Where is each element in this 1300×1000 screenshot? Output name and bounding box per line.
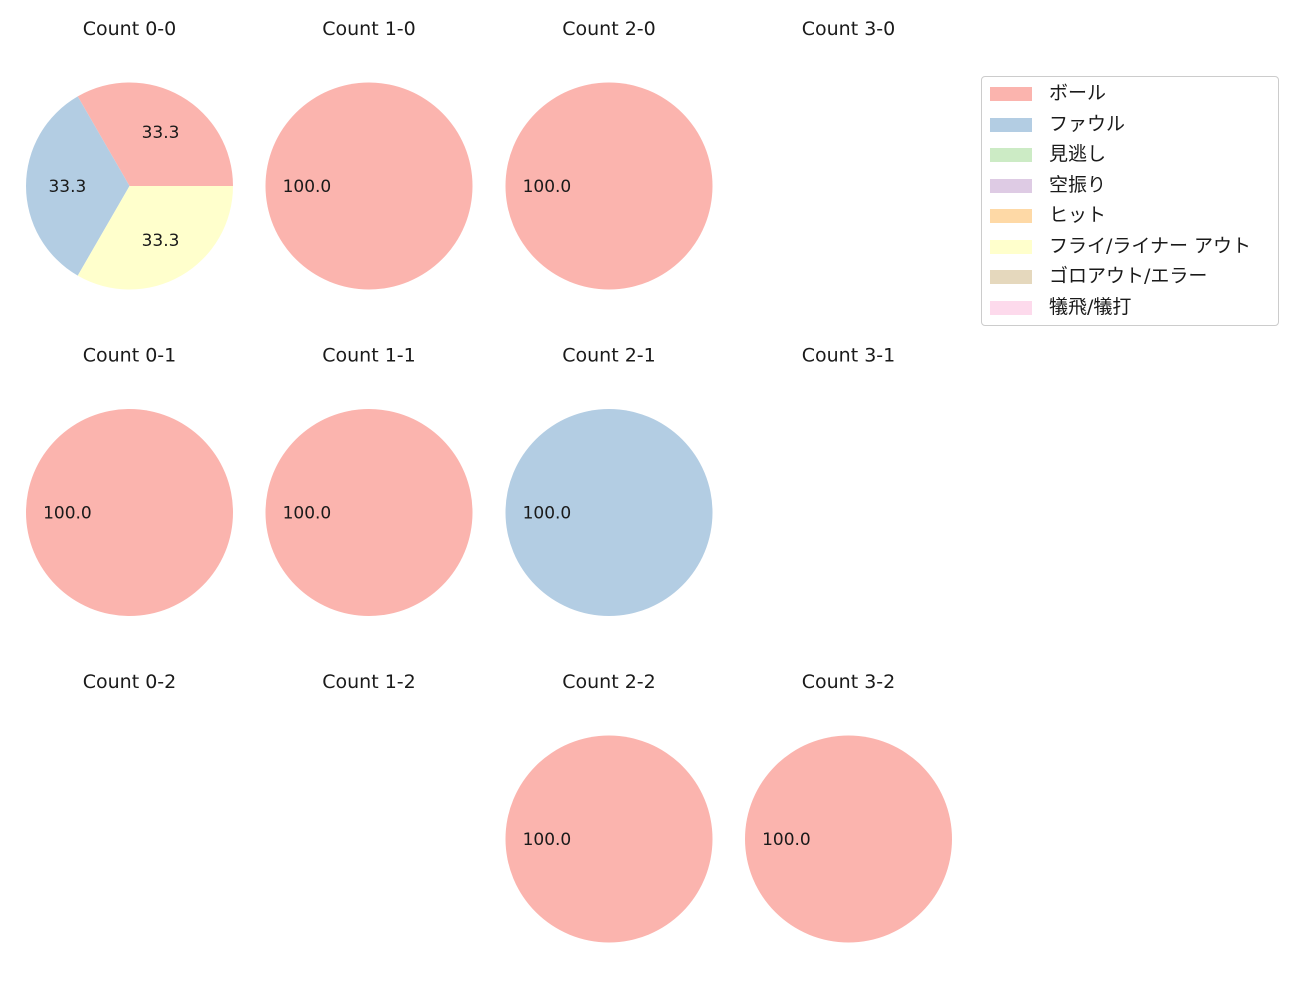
legend-label: 見逃し (1049, 143, 1107, 165)
slice-label: 100.0 (283, 177, 332, 197)
chart-title: Count 0-0 (83, 18, 177, 40)
legend-label: ゴロアウト/エラー (1049, 265, 1208, 287)
pie-slice (505, 409, 713, 616)
chart-title: Count 0-1 (83, 345, 177, 367)
chart-title: Count 2-1 (562, 345, 656, 367)
slice-label: 100.0 (43, 504, 92, 524)
pie-chart: Count 1-1 100.0 (265, 345, 473, 616)
legend-label: ボール (1049, 82, 1107, 104)
legend-swatch (990, 239, 1032, 254)
legend-item: ヒット (982, 200, 1278, 230)
pie-chart: Count 3-0 (802, 18, 896, 40)
pie-chart: Count 0-2 (83, 671, 177, 693)
chart-title: Count 1-1 (322, 345, 416, 367)
slice-label: 33.3 (142, 123, 180, 143)
pie-slice (265, 409, 473, 616)
legend-label: フライ/ライナー アウト (1049, 234, 1252, 257)
legend-swatch (990, 87, 1032, 101)
legend-item: ファウル (982, 109, 1278, 139)
chart-title: Count 3-0 (802, 18, 896, 40)
slice-label: 33.3 (48, 177, 86, 197)
pie-chart: Count 3-2 100.0 (745, 671, 952, 943)
pie-slice (26, 409, 233, 616)
pie-chart: Count 2-0 100.0 (505, 18, 713, 290)
chart-title: Count 0-2 (83, 671, 177, 693)
pie-slice (26, 96, 130, 276)
pie-chart: Count 0-1 100.0 (26, 345, 233, 616)
slice-label: 100.0 (523, 830, 572, 850)
legend-item: ゴロアウト/エラー (982, 261, 1278, 291)
slice-label: 100.0 (283, 504, 332, 524)
pie-chart: Count 1-0 100.0 (265, 18, 473, 290)
slice-label: 100.0 (523, 177, 572, 197)
pie-slice (505, 735, 713, 943)
legend-swatch (990, 270, 1032, 284)
pie-slice (745, 735, 952, 943)
chart-title: Count 2-0 (562, 18, 656, 40)
legend-item: 犠飛/犠打 (982, 292, 1278, 322)
pie-slice (265, 82, 473, 290)
legend-swatch (990, 178, 1032, 193)
legend-label: ヒット (1049, 204, 1107, 226)
pie-chart: Count 2-1 100.0 (505, 345, 713, 616)
chart-title: Count 1-2 (322, 671, 416, 693)
pie-chart: Count 2-2 100.0 (505, 671, 713, 943)
chart-title: Count 3-2 (802, 671, 896, 693)
legend-label: 空振り (1049, 173, 1107, 196)
chart-title: Count 3-1 (802, 345, 896, 367)
legend-swatch (990, 117, 1032, 132)
slice-label: 100.0 (523, 504, 572, 524)
legend-item: 見逃し (982, 139, 1278, 169)
pie-slice (77, 82, 233, 186)
pie-chart: Count 3-1 (802, 345, 896, 367)
legend-item: 空振り (982, 170, 1278, 200)
slice-label: 100.0 (762, 830, 811, 850)
legend-label: ファウル (1049, 112, 1126, 135)
slice-label: 33.3 (142, 231, 180, 251)
chart-title: Count 2-2 (562, 671, 656, 693)
pie-chart: Count 1-2 (322, 671, 416, 693)
legend-item: ボール (982, 78, 1278, 108)
legend: ボールファウル見逃し空振りヒットフライ/ライナー アウト ゴロアウト/エラー 犠飛/… (981, 76, 1279, 326)
legend-swatch (990, 148, 1032, 162)
legend-swatch (990, 300, 1032, 315)
legend-item: フライ/ライナー アウト (982, 231, 1278, 261)
pie-chart: Count 0-0 33.3 33.3 33.3 (26, 18, 233, 290)
pie-slice (77, 186, 233, 290)
legend-swatch (990, 209, 1032, 223)
chart-title: Count 1-0 (322, 18, 416, 40)
pie-slice (505, 82, 713, 290)
legend-label: 犠飛/犠打 (1049, 295, 1132, 318)
